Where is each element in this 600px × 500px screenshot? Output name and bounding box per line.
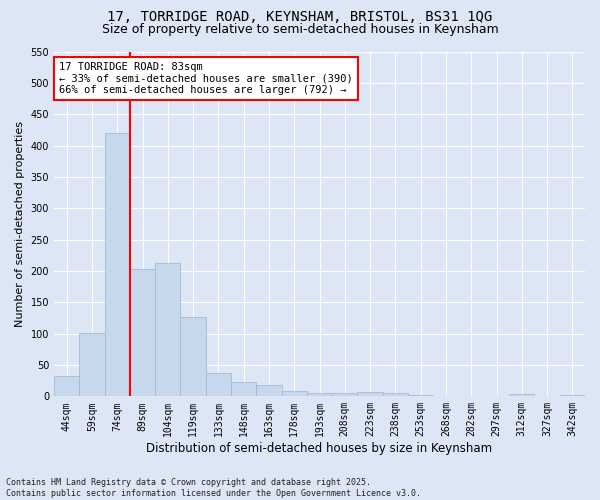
Text: Contains HM Land Registry data © Crown copyright and database right 2025.
Contai: Contains HM Land Registry data © Crown c… [6,478,421,498]
Bar [54,376,79,396]
Bar [79,333,104,396]
Bar [307,393,332,396]
Bar [358,392,383,396]
Text: 17, TORRIDGE ROAD, KEYNSHAM, BRISTOL, BS31 1QG: 17, TORRIDGE ROAD, KEYNSHAM, BRISTOL, BS… [107,10,493,24]
Bar [231,382,256,396]
Bar [509,394,535,396]
Text: 17 TORRIDGE ROAD: 83sqm
← 33% of semi-detached houses are smaller (390)
66% of s: 17 TORRIDGE ROAD: 83sqm ← 33% of semi-de… [59,62,353,95]
Text: Size of property relative to semi-detached houses in Keynsham: Size of property relative to semi-detach… [101,22,499,36]
Bar [155,263,181,396]
Bar [206,372,231,396]
Bar [256,385,281,396]
Bar [560,395,585,396]
X-axis label: Distribution of semi-detached houses by size in Keynsham: Distribution of semi-detached houses by … [146,442,493,455]
Bar [181,316,206,396]
Bar [383,393,408,396]
Bar [408,395,433,396]
Bar [281,390,307,396]
Bar [130,269,155,396]
Bar [332,392,358,396]
Bar [104,133,130,396]
Y-axis label: Number of semi-detached properties: Number of semi-detached properties [15,121,25,327]
